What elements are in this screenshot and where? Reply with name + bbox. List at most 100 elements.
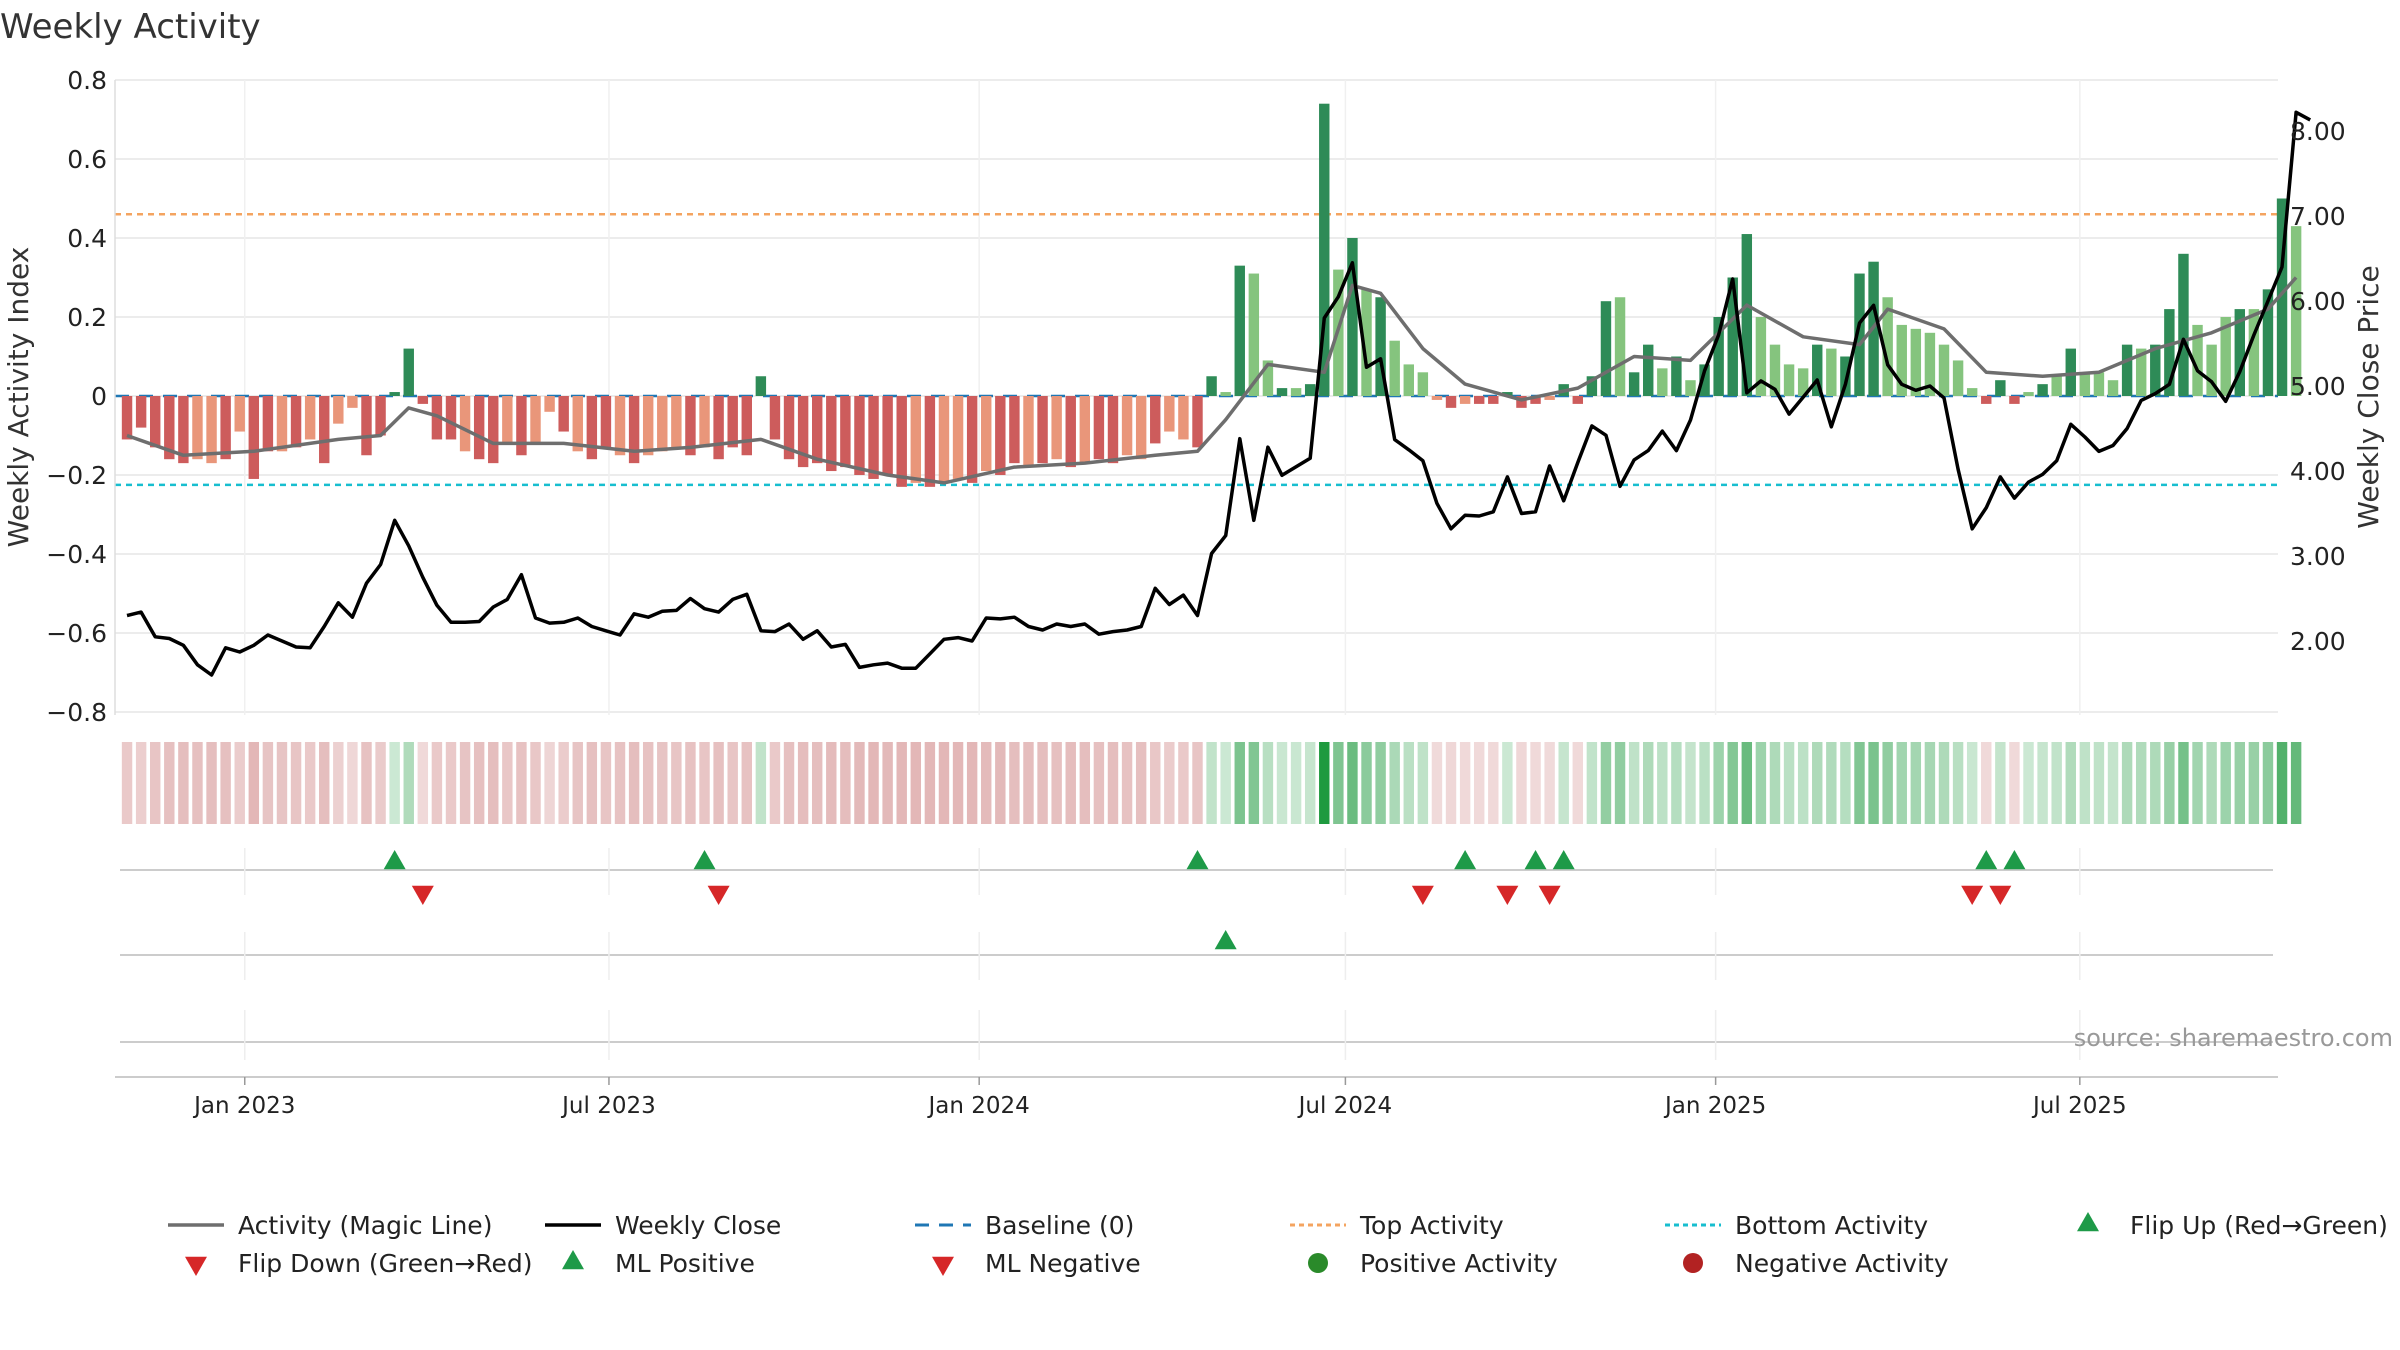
activity-bar-121 xyxy=(1826,348,1837,396)
strip-cell-26 xyxy=(488,742,499,824)
strip-cell-150 xyxy=(2234,742,2245,824)
y-tick-right-2: 6.00 xyxy=(2290,287,2346,316)
activity-bar-152 xyxy=(2262,289,2274,396)
strip-cell-22 xyxy=(431,742,443,824)
strip-cell-63 xyxy=(1009,742,1020,824)
activity-bar-101 xyxy=(1544,396,1555,400)
activity-strip xyxy=(121,742,2302,824)
strip-cell-62 xyxy=(995,742,1006,824)
x-tick-label-2: Jan 2024 xyxy=(927,1093,1030,1119)
strip-cell-113 xyxy=(1713,742,1724,824)
activity-bar-122 xyxy=(1840,356,1851,396)
strip-cell-61 xyxy=(981,742,992,824)
strip-cell-138 xyxy=(2065,742,2076,824)
activity-bar-41 xyxy=(699,396,710,448)
activity-bar-10 xyxy=(262,396,274,452)
activity-bar-25 xyxy=(473,396,485,460)
strip-cell-92 xyxy=(1417,742,1429,824)
activity-bar-119 xyxy=(1797,368,1809,396)
strip-cell-79 xyxy=(1234,742,1245,824)
strip-cell-126 xyxy=(1896,742,1907,824)
strip-cell-140 xyxy=(2093,742,2105,824)
strip-cell-28 xyxy=(516,742,527,824)
strip-cell-64 xyxy=(1023,742,1034,824)
activity-bar-109 xyxy=(1657,368,1668,396)
strip-cell-48 xyxy=(797,742,809,824)
flip-up-marker-5 xyxy=(1552,850,1575,870)
strip-cell-119 xyxy=(1797,742,1809,824)
activity-bar-38 xyxy=(657,396,668,452)
activity-bar-69 xyxy=(1093,396,1105,460)
activity-bar-7 xyxy=(220,396,231,460)
strip-cell-78 xyxy=(1220,742,1231,824)
strip-cell-71 xyxy=(1121,742,1133,824)
legend-label-flip_down: Flip Down (Green→Red) xyxy=(238,1249,533,1278)
activity-bar-18 xyxy=(375,396,386,436)
strip-cell-120 xyxy=(1812,742,1823,824)
activity-bar-154 xyxy=(2290,226,2302,396)
activity-bar-148 xyxy=(2206,344,2217,396)
strip-cell-88 xyxy=(1361,742,1372,824)
activity-bar-133 xyxy=(1995,380,2006,396)
strip-cell-42 xyxy=(713,742,724,824)
legend-label-ml_neg: ML Negative xyxy=(985,1249,1141,1278)
strip-cell-20 xyxy=(403,742,414,824)
activity-bar-106 xyxy=(1614,297,1626,396)
strip-cell-132 xyxy=(1981,742,1992,824)
strip-cell-103 xyxy=(1572,742,1584,824)
activity-bar-67 xyxy=(1065,396,1076,468)
flip-down-marker-5 xyxy=(1961,885,1984,905)
strip-cell-115 xyxy=(1741,742,1753,824)
flip-up-marker-3 xyxy=(1454,850,1477,870)
strip-cell-45 xyxy=(755,742,767,824)
activity-bar-0 xyxy=(121,396,133,440)
activity-bar-137 xyxy=(2051,376,2062,396)
strip-cell-133 xyxy=(1995,742,2006,824)
activity-bar-36 xyxy=(628,396,640,464)
strip-cell-49 xyxy=(811,742,823,824)
activity-bar-13 xyxy=(304,396,316,440)
strip-cell-31 xyxy=(558,742,569,824)
activity-bar-62 xyxy=(995,396,1006,475)
strip-cell-125 xyxy=(1882,742,1893,824)
activity-bar-37 xyxy=(642,396,654,456)
activity-bar-105 xyxy=(1600,301,1612,396)
strip-cell-53 xyxy=(868,742,879,824)
flip-down-marker-0 xyxy=(411,885,434,905)
strip-cell-44 xyxy=(741,742,752,824)
activity-bar-73 xyxy=(1150,396,1161,444)
activity-bar-150 xyxy=(2234,309,2245,396)
strip-cell-59 xyxy=(952,742,964,824)
strip-cell-30 xyxy=(544,742,555,824)
strip-cell-58 xyxy=(938,742,950,824)
flip-up-marker-7 xyxy=(2003,850,2026,870)
activity-bar-45 xyxy=(755,376,767,396)
weekly-close-line xyxy=(126,110,2312,677)
activity-bar-61 xyxy=(981,396,992,472)
activity-bar-65 xyxy=(1037,396,1048,464)
strip-cell-7 xyxy=(220,742,231,824)
legend-swatch-ml_pos xyxy=(562,1250,584,1270)
strip-cell-82 xyxy=(1276,742,1288,824)
activity-bar-5 xyxy=(192,396,203,460)
activity-bar-147 xyxy=(2192,324,2203,396)
activity-bar-95 xyxy=(1459,396,1471,404)
strip-cell-6 xyxy=(206,742,217,824)
strip-cell-84 xyxy=(1304,742,1316,824)
activity-bar-118 xyxy=(1783,364,1795,396)
strip-cell-123 xyxy=(1854,742,1865,824)
legend-item-pos_act: Positive Activity xyxy=(1308,1249,1558,1278)
activity-bar-82 xyxy=(1276,388,1288,396)
strip-cell-75 xyxy=(1178,742,1189,824)
strip-cell-5 xyxy=(192,742,203,824)
strip-cell-19 xyxy=(389,742,400,824)
activity-bar-2 xyxy=(150,396,161,448)
y-tick-left-1: 0.6 xyxy=(67,145,107,174)
strip-cell-40 xyxy=(685,742,696,824)
flip-down-marker-1 xyxy=(707,885,730,905)
activity-bar-14 xyxy=(319,396,330,464)
activity-bar-91 xyxy=(1403,364,1414,396)
activity-bar-42 xyxy=(713,396,724,460)
activity-bar-16 xyxy=(347,396,358,408)
strip-cell-0 xyxy=(121,742,133,824)
